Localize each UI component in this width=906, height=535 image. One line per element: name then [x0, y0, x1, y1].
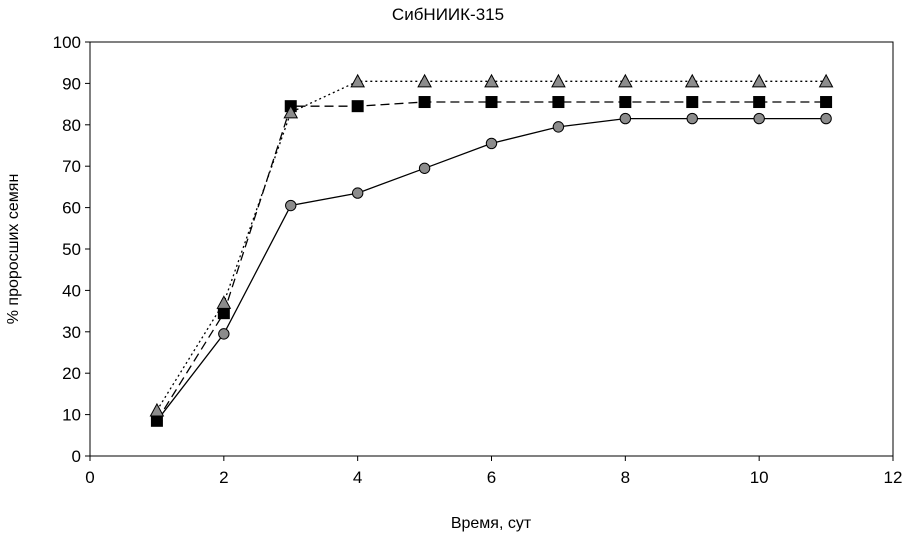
data-point-s1 — [753, 112, 765, 125]
x-tick-label: 10 — [750, 468, 769, 487]
data-point-s3 — [684, 73, 700, 88]
data-point-s1 — [619, 112, 632, 125]
y-tick-label: 60 — [62, 199, 81, 218]
y-tick-label: 20 — [62, 364, 81, 383]
data-point-s2 — [418, 96, 431, 109]
data-point-s1 — [418, 162, 431, 174]
data-point-s3 — [617, 73, 633, 88]
data-point-s2 — [686, 96, 699, 109]
series-line-1 — [156, 117, 827, 422]
data-point-s3 — [417, 73, 432, 88]
data-point-s2 — [485, 96, 498, 109]
series-lines — [156, 80, 827, 422]
data-point-s2 — [820, 96, 833, 109]
data-point-s3 — [818, 73, 834, 88]
data-point-s1 — [485, 137, 498, 150]
data-point-s3 — [283, 104, 299, 119]
data-point-s3 — [350, 73, 366, 88]
x-tick-label: 2 — [219, 468, 228, 487]
data-point-s3 — [751, 73, 767, 88]
data-point-s1 — [686, 112, 698, 125]
data-point-s2 — [619, 96, 632, 109]
data-point-s1 — [820, 112, 832, 125]
x-axis-label: Время, сут — [451, 515, 532, 532]
data-point-s1 — [218, 328, 230, 340]
x-tick-label: 6 — [487, 468, 496, 487]
y-tick-label: 40 — [62, 281, 81, 300]
y-tick-label: 100 — [53, 33, 81, 52]
data-point-s2 — [217, 307, 230, 320]
data-point-s2 — [150, 414, 163, 427]
series-markers — [149, 73, 834, 427]
data-point-s2 — [351, 100, 364, 113]
x-axis: 0 2 4 6 8 10 12 — [85, 456, 902, 487]
y-tick-label: 70 — [62, 157, 81, 176]
x-tick-label: 12 — [884, 468, 903, 487]
y-tick-label: 90 — [62, 74, 81, 93]
data-point-s2 — [552, 96, 565, 109]
data-point-s2 — [753, 96, 766, 109]
y-tick-label: 0 — [72, 447, 81, 466]
data-point-s3 — [149, 402, 165, 417]
data-point-s3 — [216, 295, 232, 309]
chart-title: СибНИИК-315 — [392, 5, 504, 24]
data-point-s1 — [351, 187, 364, 199]
x-tick-label: 4 — [353, 468, 362, 487]
data-point-s1 — [552, 121, 565, 133]
y-axis-label: % проросших семян — [5, 174, 22, 325]
data-point-s3 — [551, 73, 566, 88]
y-tick-label: 10 — [62, 406, 81, 425]
x-tick-label: 0 — [85, 468, 94, 487]
series-line-2 — [156, 101, 827, 422]
data-point-s1 — [285, 199, 297, 212]
x-tick-label: 8 — [621, 468, 630, 487]
y-axis: 0 10 20 30 40 50 60 70 80 90 100 — [53, 33, 90, 466]
y-tick-label: 50 — [62, 240, 81, 259]
y-tick-label: 30 — [62, 323, 81, 342]
series-line-3 — [156, 80, 827, 411]
y-tick-label: 80 — [62, 116, 81, 135]
data-point-s3 — [484, 73, 499, 88]
